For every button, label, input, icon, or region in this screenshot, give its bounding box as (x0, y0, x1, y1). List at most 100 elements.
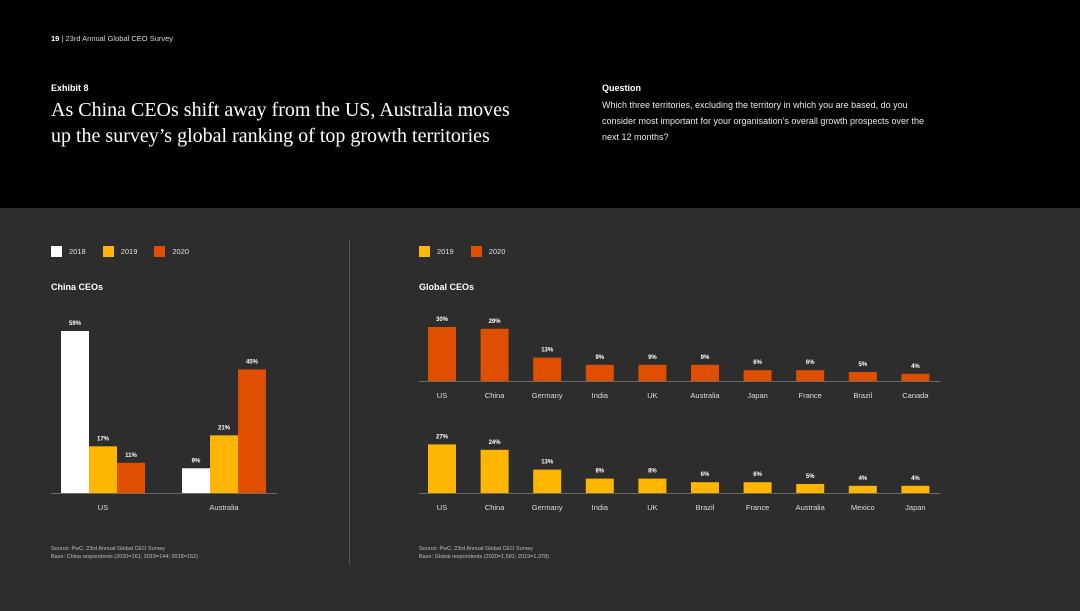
question-label: Question (602, 83, 642, 93)
x-tick-global-2020-germany: Germany (532, 391, 563, 400)
legend-label-2019: 2019 (437, 247, 454, 256)
legend-china: 2018 2019 2020 (51, 246, 206, 257)
bar-global-2020-india (585, 364, 614, 381)
x-tick-global-2019-mexico: Mexico (851, 503, 875, 512)
legend-item-2020: 2020 (154, 246, 189, 257)
chart-title-china: China CEOs (51, 282, 104, 292)
data-label-global-2020-china: 29% (489, 319, 502, 325)
x-tick-global-2019-china: China (485, 503, 505, 512)
x-tick-global-2020-australia: Australia (690, 391, 720, 400)
source-note-china: Source: PwC, 23rd Annual Global CEO Surv… (51, 545, 198, 561)
bar-global-2020-us (428, 327, 456, 381)
exhibit-label: Exhibit 8 (51, 83, 89, 93)
source-line: Source: PwC, 23rd Annual Global CEO Surv… (51, 546, 166, 552)
bar-global-2020-australia (691, 364, 719, 381)
header-band: 19 | 23rd Annual Global CEO Survey Exhib… (0, 0, 1080, 208)
data-label-china-australia-2020: 45% (246, 359, 259, 365)
bar-global-2020-brazil (848, 372, 877, 381)
x-tick-global-2019-uk: UK (647, 503, 657, 512)
bar-global-2020-france (796, 370, 825, 381)
data-label-global-2019-mexico: 4% (858, 476, 867, 482)
source-line: Source: PwC, 23rd Annual Global CEO Surv… (419, 546, 534, 552)
source-note-global: Source: PwC, 23rd Annual Global CEO Surv… (419, 545, 549, 561)
base-line: Base: Global respondents (2020=1,581; 20… (419, 554, 549, 560)
panel-divider (349, 240, 350, 565)
bar-china-us-2020 (117, 462, 145, 493)
bar-china-us-2018 (61, 331, 89, 493)
bar-global-2019-mexico (848, 485, 877, 493)
x-tick-global-2019-japan: Japan (905, 503, 925, 512)
legend-swatch-2019 (102, 246, 114, 257)
data-label-global-2019-india: 8% (595, 469, 604, 475)
legend-label-2020: 2020 (488, 247, 506, 256)
bar-global-2019-australia (796, 484, 825, 493)
x-tick-global-2019-us: US (437, 503, 447, 512)
data-label-global-2019-uk: 8% (648, 469, 657, 475)
legend-item-2020: 2020 (470, 246, 506, 257)
x-tick-global-2020-brazil: Brazil (853, 391, 872, 400)
data-label-china-australia-2018: 9% (192, 458, 201, 464)
bar-global-2019-uk (638, 478, 667, 493)
x-tick-global-2019-india: India (592, 503, 609, 512)
bar-global-2019-france (743, 482, 772, 493)
data-label-global-2020-brazil: 5% (858, 362, 867, 368)
x-tick-global-2020-uk: UK (647, 391, 657, 400)
data-label-global-2019-australia: 5% (806, 474, 815, 480)
page-number: 19 (51, 34, 60, 43)
bar-global-2019-brazil (691, 482, 719, 493)
legend-label-2018: 2018 (69, 247, 86, 256)
data-label-global-2020-us: 30% (436, 317, 449, 323)
legend-label-2019: 2019 (120, 247, 138, 256)
bar-global-2020-germany (533, 357, 562, 381)
data-label-global-2019-germany: 13% (541, 460, 554, 466)
bar-global-2020-japan (743, 370, 772, 381)
data-label-china-us-2018: 59% (69, 321, 82, 327)
bar-china-us-2019 (89, 446, 117, 493)
data-label-global-2020-japan: 6% (753, 360, 762, 366)
legend-swatch-2020 (470, 246, 482, 257)
x-tick-global-2019-australia: Australia (796, 503, 826, 512)
base-line: Base: China respondents (2020=161; 2019=… (51, 554, 198, 560)
legend-label-2020: 2020 (172, 247, 190, 256)
legend-global: 2019 2020 (419, 246, 522, 257)
legend-item-2018: 2018 (51, 246, 86, 257)
data-label-global-2019-us: 27% (436, 434, 449, 440)
data-label-global-2020-australia: 9% (701, 355, 710, 361)
data-label-china-us-2019: 17% (97, 436, 110, 442)
legend-item-2019: 2019 (102, 246, 138, 257)
bar-global-2019-us (428, 444, 456, 493)
data-label-global-2020-india: 9% (595, 355, 604, 361)
bar-china-australia-2019 (210, 435, 238, 493)
legend-swatch-2018 (51, 246, 62, 257)
question-text: Which three territories, excluding the t… (602, 100, 924, 142)
data-label-china-us-2020: 11% (125, 453, 137, 459)
x-tick-global-2019-brazil: Brazil (696, 503, 715, 512)
x-tick-global-2020-india: India (592, 391, 609, 400)
header-separator: | (61, 34, 64, 43)
data-label-global-2020-uk: 9% (648, 355, 657, 361)
data-label-global-2019-china: 24% (489, 440, 502, 446)
bar-global-2020-china (480, 328, 509, 381)
bar-global-2019-japan (901, 485, 930, 493)
data-label-global-2019-brazil: 6% (701, 472, 710, 478)
legend-swatch-2019 (419, 246, 430, 257)
legend-swatch-2020 (154, 246, 166, 257)
bar-global-2020-uk (638, 364, 667, 381)
x-tick-global-2020-canada: Canada (902, 391, 929, 400)
data-label-global-2019-france: 6% (753, 472, 762, 478)
chart-title-global: Global CEOs (419, 282, 475, 292)
x-tick-global-2019-france: France (746, 503, 769, 512)
bar-global-2020-canada (901, 373, 930, 381)
bar-china-australia-2020 (238, 369, 266, 493)
bar-global-2019-china (480, 449, 509, 493)
x-tick-global-2019-germany: Germany (532, 503, 563, 512)
page-title: As China CEOs shift away from the US, Au… (51, 99, 510, 147)
data-label-china-australia-2019: 21% (218, 425, 231, 431)
x-tick-global-2020-us: US (437, 391, 447, 400)
report-name: 23rd Annual Global CEO Survey (65, 34, 174, 43)
legend-item-2019: 2019 (419, 246, 454, 257)
x-tick-global-2020-france: France (799, 391, 822, 400)
bar-global-2019-india (585, 478, 614, 493)
x-tick-global-2020-china: China (485, 391, 505, 400)
